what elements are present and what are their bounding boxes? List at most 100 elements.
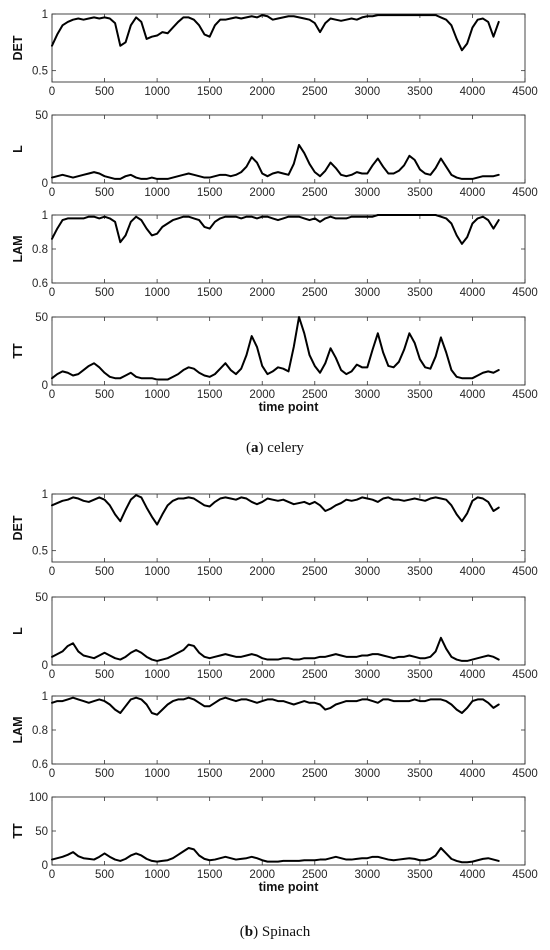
x-tick-label: 3000 [355, 86, 381, 98]
x-tick-label: 2000 [249, 287, 275, 299]
x-tick-label: 500 [95, 389, 114, 401]
x-tick-label: 500 [95, 287, 114, 299]
x-tick-label: 2500 [302, 869, 328, 881]
panels-group: 0 500 1000 1500 2000 2500 3000 3500 4000 45000.51… [11, 9, 538, 894]
x-tick-label: 0 [49, 768, 55, 780]
x-tick-label: 4000 [460, 566, 486, 578]
caption-a-label: a [251, 440, 259, 456]
x-tick-label: 4500 [512, 669, 538, 681]
x-tick-label: 0 [49, 287, 55, 299]
x-tick-label: 3000 [355, 669, 381, 681]
y-axis-label: L [11, 627, 25, 635]
x-tick-label: 4000 [460, 669, 486, 681]
series-line [51, 143, 500, 180]
x-tick-label: 2500 [302, 187, 328, 199]
x-tick-label: 3000 [355, 566, 381, 578]
series-line [51, 696, 500, 716]
y-tick-label: 0.5 [32, 66, 48, 78]
panel-spinach-det: 0 500 1000 1500 2000 2500 3000 3500 4000 4500 0.5 1… [11, 489, 538, 578]
x-tick-label: 4500 [512, 287, 538, 299]
y-tick-label: 0.5 [32, 546, 48, 558]
x-tick-label: 2000 [249, 389, 275, 401]
x-tick-label: 4000 [460, 187, 486, 199]
axes-frame [51, 796, 526, 866]
x-tick-label: 0 [49, 869, 55, 881]
x-tick-label: 2000 [249, 187, 275, 199]
x-tick-label: 2500 [302, 566, 328, 578]
x-tick-label: 3000 [355, 287, 381, 299]
panel-celery-det: 0 500 1000 1500 2000 2500 3000 3500 4000 4500 0.5 1… [11, 9, 538, 98]
axes-frame [51, 114, 526, 184]
x-tick-label: 1000 [144, 768, 170, 780]
y-tick-label: 0.8 [32, 725, 48, 737]
x-tick-label: 3500 [407, 287, 433, 299]
x-tick-label: 1000 [144, 287, 170, 299]
axes-frame [51, 493, 526, 563]
x-tick-label: 0 [49, 566, 55, 578]
x-tick-label: 1500 [197, 287, 223, 299]
x-tick-label: 4500 [512, 566, 538, 578]
x-tick-label: 2500 [302, 768, 328, 780]
x-tick-label: 500 [95, 669, 114, 681]
x-tick-label: 2000 [249, 768, 275, 780]
y-tick-label: 50 [35, 592, 48, 604]
x-tick-label: 2500 [302, 287, 328, 299]
x-tick-label: 2000 [249, 86, 275, 98]
x-tick-label: 4500 [512, 869, 538, 881]
x-tick-label: 500 [95, 869, 114, 881]
series-line [51, 14, 500, 52]
x-tick-label: 3500 [407, 187, 433, 199]
y-axis-label: TT [11, 343, 25, 359]
panel-spinach-lam: 0 500 1000 1500 2000 2500 3000 3500 4000 4500 0.6 0… [11, 691, 538, 780]
x-tick-label: 3500 [407, 389, 433, 401]
panel-celery-tt: 0 500 1000 1500 2000 2500 3000 3500 4000 4500 0 50 T… [11, 312, 538, 414]
caption-b-text: Spinach [261, 924, 311, 940]
x-tick-label: 1500 [197, 86, 223, 98]
x-tick-label: 4000 [460, 768, 486, 780]
x-tick-label: 1000 [144, 389, 170, 401]
x-axis-label: time point [259, 880, 320, 894]
x-tick-label: 2000 [249, 566, 275, 578]
x-tick-label: 2500 [302, 669, 328, 681]
y-axis-label: DET [11, 515, 25, 540]
y-tick-label: 0 [42, 860, 48, 872]
x-tick-label: 4000 [460, 389, 486, 401]
y-axis-label: TT [11, 823, 25, 839]
x-tick-label: 0 [49, 389, 55, 401]
x-tick-label: 500 [95, 566, 114, 578]
y-tick-label: 1 [42, 210, 48, 222]
series-line [51, 494, 500, 526]
y-tick-label: 1 [42, 9, 48, 21]
caption-b-label: b [244, 924, 254, 940]
axes-frame [51, 316, 526, 386]
axes-frame [51, 596, 526, 666]
y-tick-label: 100 [29, 792, 48, 804]
x-tick-label: 1500 [197, 566, 223, 578]
caption-a-text: celery [267, 440, 304, 456]
x-tick-label: 2000 [249, 669, 275, 681]
x-tick-label: 1000 [144, 86, 170, 98]
y-tick-label: 0 [42, 380, 48, 392]
x-tick-label: 500 [95, 86, 114, 98]
x-tick-label: 0 [49, 669, 55, 681]
series-line [51, 636, 500, 662]
x-tick-label: 1500 [197, 187, 223, 199]
y-tick-label: 0.6 [32, 278, 48, 290]
x-tick-label: 1500 [197, 669, 223, 681]
x-tick-label: 500 [95, 768, 114, 780]
x-tick-label: 3500 [407, 768, 433, 780]
y-axis-label: L [11, 145, 25, 153]
x-tick-label: 2000 [249, 869, 275, 881]
x-tick-label: 2500 [302, 86, 328, 98]
series-line [51, 847, 500, 864]
y-tick-label: 50 [35, 110, 48, 122]
y-axis-label: DET [11, 35, 25, 60]
x-tick-label: 3000 [355, 768, 381, 780]
x-tick-label: 4000 [460, 287, 486, 299]
x-tick-label: 1500 [197, 869, 223, 881]
panel-spinach-l: 0 500 1000 1500 2000 2500 3000 3500 4000 4500 0 50 L [11, 592, 538, 681]
x-tick-label: 1500 [197, 768, 223, 780]
x-tick-label: 4500 [512, 768, 538, 780]
panel-celery-l: 0 500 1000 1500 2000 2500 3000 3500 4000 4500 0 50 L [11, 110, 538, 199]
